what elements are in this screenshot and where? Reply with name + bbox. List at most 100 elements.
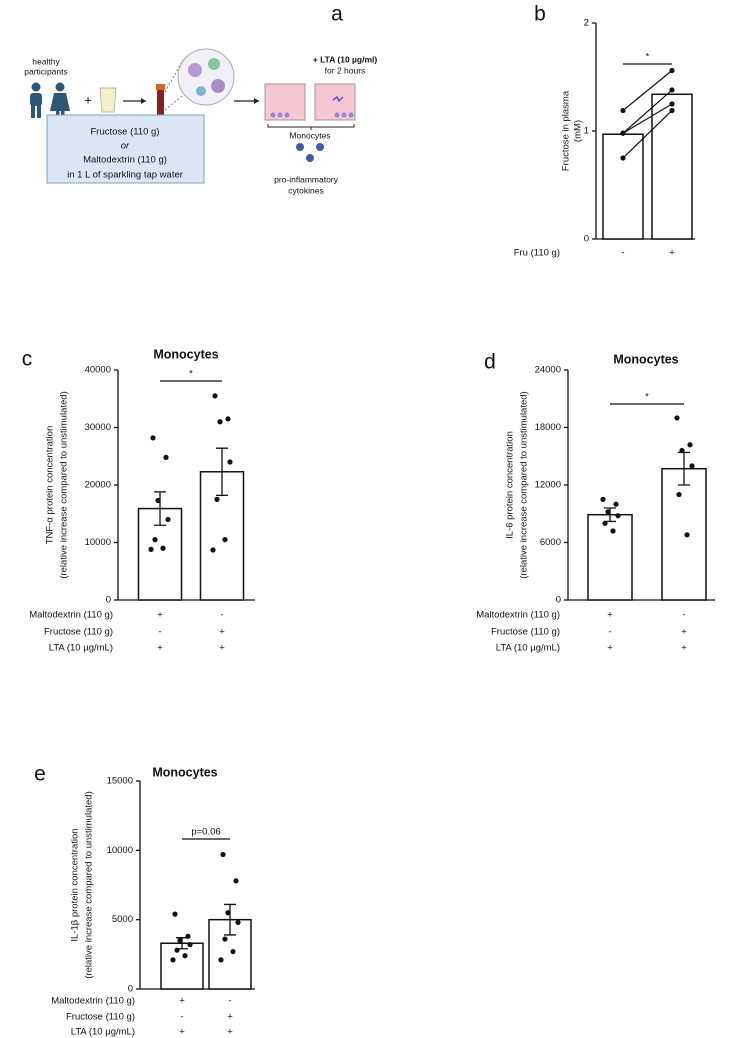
data-point [610,528,616,534]
y-tick-label: 1 [584,126,589,137]
arrow-head [254,98,259,104]
bar [208,918,252,990]
data-point [620,130,626,136]
y-tick-label: 6000 [540,537,561,548]
condition-sign: + [219,627,225,638]
condition-sign: + [219,643,225,654]
data-point [674,415,680,421]
data-point [163,454,169,460]
condition-sign: - [220,610,223,621]
error-bar [224,903,236,936]
condition-label: Maltodextrin (110 g) [51,996,135,1007]
error-bar [678,451,690,486]
data-point [187,942,193,948]
label: participants [24,66,67,76]
bar [651,93,693,240]
y-tick-label: 0 [584,234,589,245]
data-point [222,537,228,543]
data-point [222,936,228,942]
bracket [267,124,355,130]
chart: c Monocytes TNF-α protein concentration (re… [22,347,255,654]
data-point [669,67,675,74]
pair-line [622,103,673,134]
plus: + [84,92,92,107]
data-point [235,919,241,926]
data-point [152,537,158,543]
data-point [676,491,682,498]
y-tick-label: 15000 [107,776,133,787]
label: pro-inflammatory [274,174,339,184]
data-point [227,459,233,465]
y-tick-label: 30000 [85,422,111,433]
data-point [225,416,231,422]
condition-label: LTA (10 µg/mL) [496,643,560,654]
data-point [233,878,239,884]
condition-sign: - [682,610,685,621]
glass-icon [99,87,117,113]
y-axis-label: TNF-α protein concentration [45,426,56,545]
y-tick-label: 12000 [535,480,561,491]
y-tick-label: 10000 [107,845,133,856]
condition-label: Fructose (110 g) [66,1012,135,1023]
condition-label: LTA (10 µg/mL) [49,643,113,654]
pair-line [622,89,673,134]
bar [587,513,633,601]
cytokine-dots [296,143,324,162]
pair-line [622,70,673,111]
label: Fructose (110 g) [91,127,160,138]
data-point [669,101,675,107]
chart-title: Monocytes [153,347,218,361]
panel-label: c [22,348,33,371]
condition-sign: - [228,996,231,1007]
data-point [160,545,166,551]
condition-label: Fructose (110 g) [491,627,560,638]
data-point [615,513,621,519]
significance-label: * [646,52,650,63]
condition-sign: + [607,610,613,621]
y-axis-label: Fructose in plasma [561,90,572,171]
condition-sign: - [621,248,624,259]
data-point [225,910,231,916]
condition-sign: - [158,627,161,638]
condition-sign: + [227,1012,233,1023]
data-point [217,419,223,425]
significance-label: p=0.06 [191,827,220,838]
cell [211,79,225,93]
label: Maltodextrin (110 g) [83,155,167,166]
chart: b Fructose in plasma (mM) 0 1 2 * Fru (110 g) - + [514,3,695,259]
data-point [684,532,690,538]
condition-sign: + [179,1027,185,1038]
diagram: a healthy participants + + LTA (10 µg/ml… [24,3,377,196]
condition-sign: + [157,610,163,621]
label: cytokines [288,185,323,195]
data-point [687,442,693,448]
data-point [602,520,608,526]
y-tick-label: 2 [584,18,589,29]
y-axis-label: (relative increase compared to unstimula… [59,391,70,578]
chart-title: Monocytes [152,765,217,779]
data-point [214,496,220,502]
data-point [172,911,178,917]
significance-label: * [189,369,193,380]
condition-label: Maltodextrin (110 g) [29,610,113,621]
y-axis-label: (mM) [573,120,584,142]
y-axis-label: (relative increase compared to unstimula… [519,391,530,578]
y-axis-label: IL-6 protein concentration [505,431,516,539]
data-point [177,937,183,944]
label: or [121,141,130,152]
data-point [165,516,171,523]
tube-cap [156,84,165,90]
data-point [689,463,695,469]
chart: e Monocytes IL-1β protein concentration (re… [34,763,255,1038]
label: Monocytes [289,130,330,140]
chart-title: Monocytes [613,352,678,366]
data-point [185,933,191,939]
y-tick-label: 40000 [85,365,111,376]
data-point [620,107,626,114]
error-bar [216,447,228,496]
well-cells [270,95,354,118]
y-tick-label: 24000 [535,365,561,376]
chart: d Monocytes IL-6 protein concentration (rel… [476,351,715,654]
zoom-line [164,95,183,111]
panel-label: b [534,3,546,26]
